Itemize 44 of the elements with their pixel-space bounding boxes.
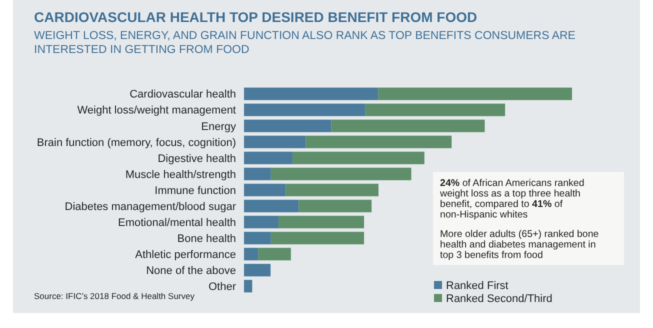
bar	[244, 88, 378, 100]
bar	[244, 216, 278, 228]
y-tick-label: Cardiovascular health	[130, 88, 236, 101]
bar	[244, 120, 332, 132]
bar	[244, 264, 271, 276]
legend-label: Ranked Second/Third	[446, 292, 552, 305]
y-tick-label: Immune function	[154, 184, 236, 197]
bar	[244, 184, 286, 196]
chart-title: CARDIOVASCULAR HEALTH TOP DESIRED BENEFIT FROM FOOD	[34, 9, 478, 25]
y-tick-label: None of the above	[146, 264, 236, 277]
y-tick-label: Athletic performance	[135, 248, 236, 261]
bar	[378, 88, 572, 100]
y-tick-label: Brain function (memory, focus, cognition)	[36, 136, 236, 149]
bar	[244, 168, 271, 180]
bar	[258, 248, 291, 260]
source-note: Source: IFIC’s 2018 Food & Health Survey	[34, 291, 196, 301]
y-tick-label: Other	[208, 281, 236, 293]
y-tick-label: Muscle health/strength	[125, 168, 236, 181]
text: 24% of African Americans ranked weight loss as a top three health benefit, compared to 41% of non-Hispanic whites	[440, 178, 584, 220]
bar	[278, 216, 364, 228]
y-tick-label: Digestive health	[158, 152, 236, 165]
bar	[292, 152, 424, 164]
bar	[270, 232, 364, 244]
chart-subtitle: WEIGHT LOSS, ENERGY, AND GRAIN FUNCTION ALSO RANK AS TOP BENEFITS CONSUMERS ARE INTERESTED IN GETTING FROM FOOD	[34, 30, 576, 56]
bar	[244, 136, 306, 148]
y-tick-label: Bone health	[177, 232, 236, 245]
y-tick-label: Diabetes management/blood sugar	[64, 200, 236, 213]
bar	[365, 104, 506, 116]
legend-label: Ranked First	[446, 280, 508, 292]
bar	[270, 168, 412, 180]
bar	[306, 136, 452, 148]
y-tick-label: Emotional/mental health	[118, 216, 236, 229]
bar	[244, 200, 299, 212]
bar	[244, 152, 293, 164]
y-tick-label: Weight loss/weight management	[77, 104, 236, 117]
bar	[244, 104, 366, 116]
bar	[244, 248, 258, 260]
y-tick-label: Energy	[201, 120, 236, 133]
bar	[298, 200, 372, 212]
bar	[331, 120, 485, 132]
bar	[244, 280, 252, 292]
annotation: More older adults (65+) ranked bone health and diabetes management in top 3 benefits from food	[440, 229, 600, 261]
bar	[244, 232, 271, 244]
bar	[286, 184, 378, 196]
